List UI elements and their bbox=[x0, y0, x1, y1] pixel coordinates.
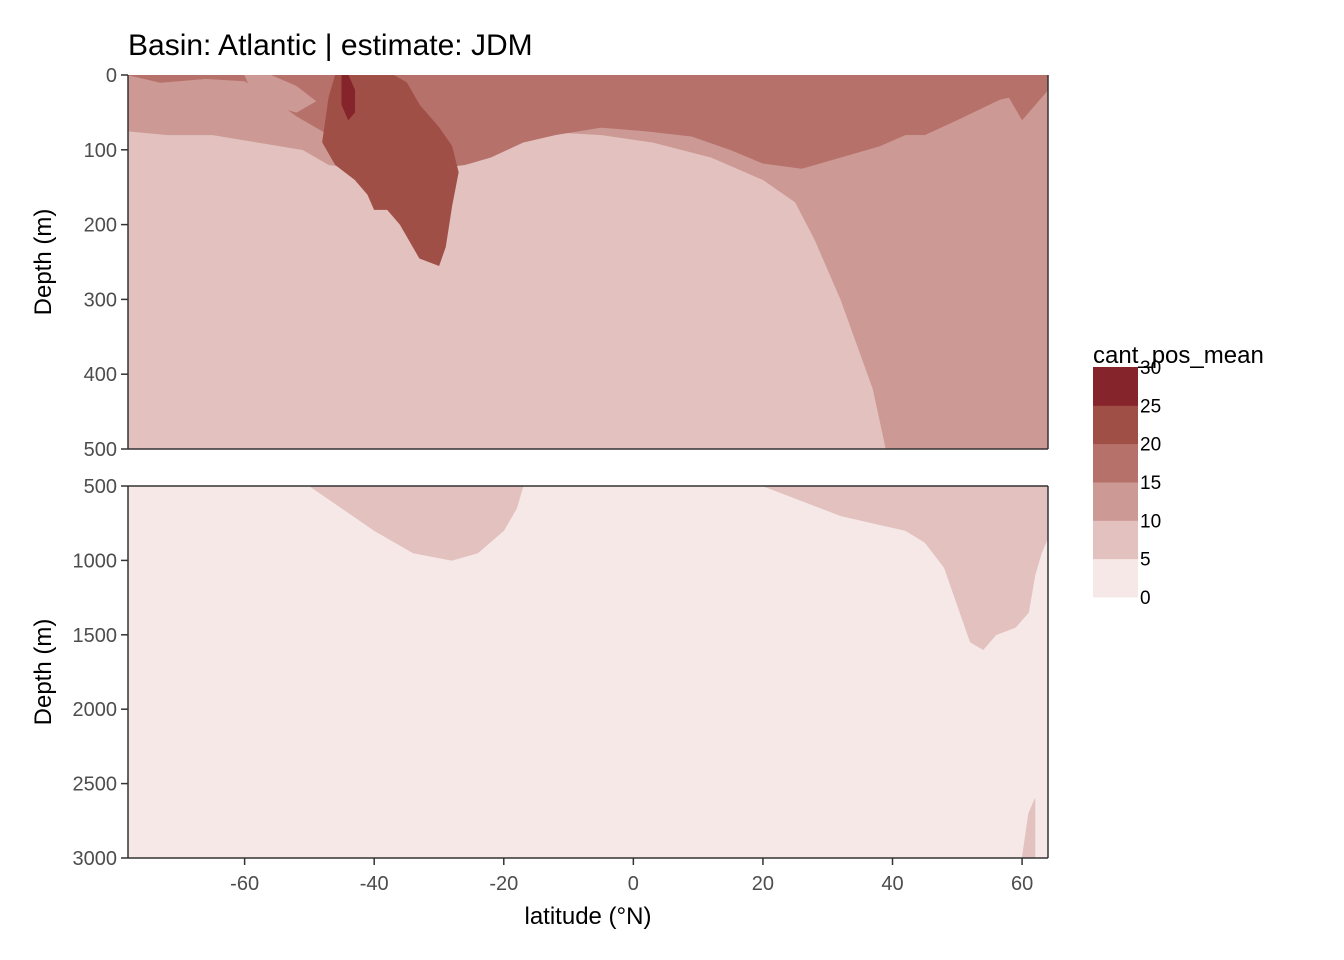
legend-label-2: 10 bbox=[1140, 511, 1161, 532]
lower-panel: 500 1000 1500 2000 2500 3000 Depth (m) bbox=[30, 476, 1049, 870]
lower-contour-band-1 bbox=[308, 486, 524, 561]
x-ticks: -60 -40 -20 0 20 40 60 bbox=[230, 858, 1033, 895]
lower-y-tick-label-3: 2000 bbox=[73, 699, 118, 721]
legend-key-5 bbox=[1093, 367, 1138, 406]
legend-label-4: 20 bbox=[1140, 435, 1161, 456]
upper-y-tick-label-2: 200 bbox=[84, 215, 117, 237]
legend-key-4 bbox=[1093, 405, 1138, 445]
lower-contour-band-2 bbox=[762, 486, 1048, 651]
upper-contour-band-4 bbox=[322, 75, 459, 267]
upper-panel: 0 100 200 300 400 500 Depth (m) bbox=[30, 65, 1049, 461]
lower-y-tick-label-5: 3000 bbox=[73, 848, 118, 870]
upper-contour-band-5 bbox=[341, 75, 356, 121]
chart-title: Basin: Atlantic | estimate: JDM bbox=[128, 29, 533, 62]
legend-label-1: 5 bbox=[1140, 550, 1151, 571]
lower-contour-band-0 bbox=[128, 486, 1048, 858]
legend-label-3: 15 bbox=[1140, 473, 1161, 494]
upper-contour-band-1 bbox=[128, 75, 1048, 449]
legend-label-5: 25 bbox=[1140, 396, 1161, 417]
upper-y-tick-label-5: 500 bbox=[84, 439, 117, 461]
legend-keys bbox=[1093, 367, 1138, 598]
x-tick-label-2: -20 bbox=[489, 873, 518, 895]
upper-y-tick-label-3: 300 bbox=[84, 289, 117, 311]
lower-y-tick-label-2: 1500 bbox=[73, 625, 118, 647]
x-tick-label-1: -40 bbox=[360, 873, 389, 895]
lower-y-axis-label: Depth (m) bbox=[30, 619, 57, 726]
upper-contour-band-6 bbox=[244, 75, 317, 113]
x-tick-label-4: 20 bbox=[752, 873, 774, 895]
lower-y-tick-label-1: 1000 bbox=[73, 550, 118, 572]
x-tick-label-5: 40 bbox=[881, 873, 903, 895]
lower-contour-band-3 bbox=[1021, 798, 1036, 858]
lower-y-ticks: 500 1000 1500 2000 2500 3000 bbox=[73, 476, 128, 870]
legend-label-6: 30 bbox=[1140, 358, 1161, 379]
upper-y-tick-label-1: 100 bbox=[84, 140, 117, 162]
upper-contour-bands bbox=[128, 75, 1048, 449]
x-tick-label-3: 0 bbox=[628, 873, 639, 895]
x-tick-label-0: -60 bbox=[230, 873, 259, 895]
upper-y-axis-label: Depth (m) bbox=[30, 209, 57, 316]
legend: cant_pos_mean 0 5 10 15 20 25 30 bbox=[1093, 342, 1264, 609]
legend-key-3 bbox=[1093, 443, 1138, 483]
legend-title: cant_pos_mean bbox=[1093, 342, 1264, 369]
lower-contour-bands bbox=[128, 486, 1048, 858]
legend-labels: 0 5 10 15 20 25 30 bbox=[1140, 358, 1161, 609]
upper-y-ticks: 0 100 200 300 400 500 bbox=[84, 65, 128, 461]
x-axis-label: latitude (°N) bbox=[525, 903, 652, 930]
lower-y-tick-label-0: 500 bbox=[84, 476, 117, 498]
x-tick-label-6: 60 bbox=[1011, 873, 1033, 895]
upper-y-tick-label-0: 0 bbox=[106, 65, 117, 87]
legend-key-2 bbox=[1093, 482, 1138, 521]
lower-y-tick-label-4: 2500 bbox=[73, 774, 118, 796]
upper-y-tick-label-4: 400 bbox=[84, 364, 117, 386]
legend-key-0 bbox=[1093, 558, 1138, 598]
legend-key-1 bbox=[1093, 520, 1138, 560]
legend-label-0: 0 bbox=[1140, 588, 1151, 609]
